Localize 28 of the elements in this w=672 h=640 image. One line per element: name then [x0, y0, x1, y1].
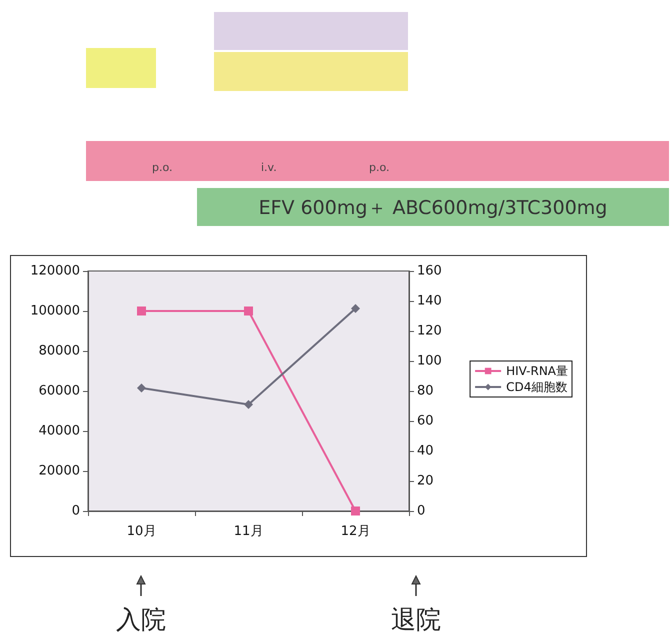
y-tick-label: 120000: [30, 264, 80, 278]
y-tick-label: 40000: [38, 424, 80, 438]
y2-tick-label: 160: [417, 264, 442, 278]
legend-label: HIV-RNA量: [506, 364, 568, 378]
x-tick-label: 12月: [340, 524, 370, 539]
y2-tick-label: 60: [417, 414, 434, 428]
y2-tick-label: 120: [417, 324, 442, 338]
y2-tick-label: 100: [417, 354, 442, 368]
x-tick-label: 10月: [126, 524, 156, 539]
y2-tick-label: 20: [417, 474, 434, 488]
point: [244, 400, 253, 409]
y-tick-label: 80000: [38, 344, 80, 358]
y-tick-label: 60000: [38, 384, 80, 398]
text: 退院: [390, 604, 442, 636]
y2-tick-label: 0: [417, 504, 426, 518]
y-tick-label: 100000: [30, 304, 80, 318]
x-tick-label: 11月: [234, 524, 264, 539]
y-tick-label: 0: [72, 504, 80, 518]
y2-tick-label: 80: [417, 384, 434, 398]
y2-tick-label: 140: [417, 294, 442, 308]
legend-label: CD4細胞数: [506, 380, 568, 394]
treatment-block: EFV 600mg＋ ABC600mg/3TC300mg: [197, 188, 669, 226]
treatment-block: p.o. i.v. p.o.: [86, 141, 669, 181]
y2-tick-label: 40: [417, 444, 434, 458]
y-tick-label: 20000: [38, 464, 80, 478]
point: [137, 384, 146, 392]
point: [351, 304, 360, 313]
text: 入院: [115, 604, 167, 636]
